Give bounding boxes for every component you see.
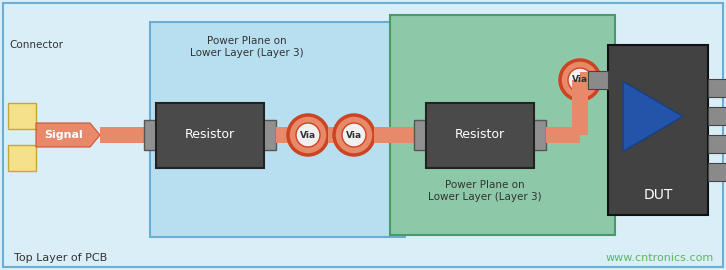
FancyBboxPatch shape — [426, 103, 534, 168]
Text: Power Plane on
Lower Layer (Layer 3): Power Plane on Lower Layer (Layer 3) — [190, 36, 303, 58]
FancyBboxPatch shape — [546, 127, 558, 143]
Circle shape — [296, 123, 320, 147]
Text: Resistor: Resistor — [455, 129, 505, 141]
FancyBboxPatch shape — [588, 71, 608, 89]
Text: www.cntronics.com: www.cntronics.com — [605, 253, 714, 263]
FancyBboxPatch shape — [572, 80, 588, 135]
Text: Via: Via — [346, 130, 362, 140]
FancyBboxPatch shape — [100, 127, 152, 143]
FancyBboxPatch shape — [276, 127, 288, 143]
Text: Signal: Signal — [44, 130, 83, 140]
FancyBboxPatch shape — [708, 79, 726, 97]
FancyBboxPatch shape — [414, 120, 428, 150]
FancyBboxPatch shape — [150, 22, 405, 237]
FancyBboxPatch shape — [708, 163, 726, 181]
Circle shape — [560, 60, 600, 100]
Circle shape — [288, 115, 328, 155]
FancyBboxPatch shape — [8, 145, 36, 171]
Circle shape — [342, 123, 366, 147]
FancyBboxPatch shape — [708, 135, 726, 153]
FancyBboxPatch shape — [708, 107, 726, 125]
Circle shape — [568, 68, 592, 92]
Polygon shape — [36, 123, 100, 147]
Text: Power Plane on
Lower Layer (Layer 3): Power Plane on Lower Layer (Layer 3) — [428, 180, 542, 202]
Text: Via: Via — [572, 76, 588, 85]
Circle shape — [334, 115, 374, 155]
FancyBboxPatch shape — [390, 15, 615, 235]
Text: DUT: DUT — [643, 188, 673, 202]
FancyBboxPatch shape — [532, 120, 546, 150]
FancyBboxPatch shape — [374, 127, 414, 143]
FancyBboxPatch shape — [156, 103, 264, 168]
Text: Via: Via — [300, 130, 316, 140]
Text: Top Layer of PCB: Top Layer of PCB — [14, 253, 107, 263]
FancyBboxPatch shape — [144, 120, 158, 150]
FancyBboxPatch shape — [262, 120, 276, 150]
FancyBboxPatch shape — [8, 103, 36, 129]
Polygon shape — [623, 81, 683, 151]
Text: Connector: Connector — [9, 40, 63, 50]
FancyBboxPatch shape — [580, 72, 608, 88]
FancyBboxPatch shape — [546, 127, 580, 143]
FancyBboxPatch shape — [608, 45, 708, 215]
Text: Resistor: Resistor — [185, 129, 235, 141]
FancyBboxPatch shape — [3, 3, 723, 267]
FancyBboxPatch shape — [328, 127, 334, 143]
